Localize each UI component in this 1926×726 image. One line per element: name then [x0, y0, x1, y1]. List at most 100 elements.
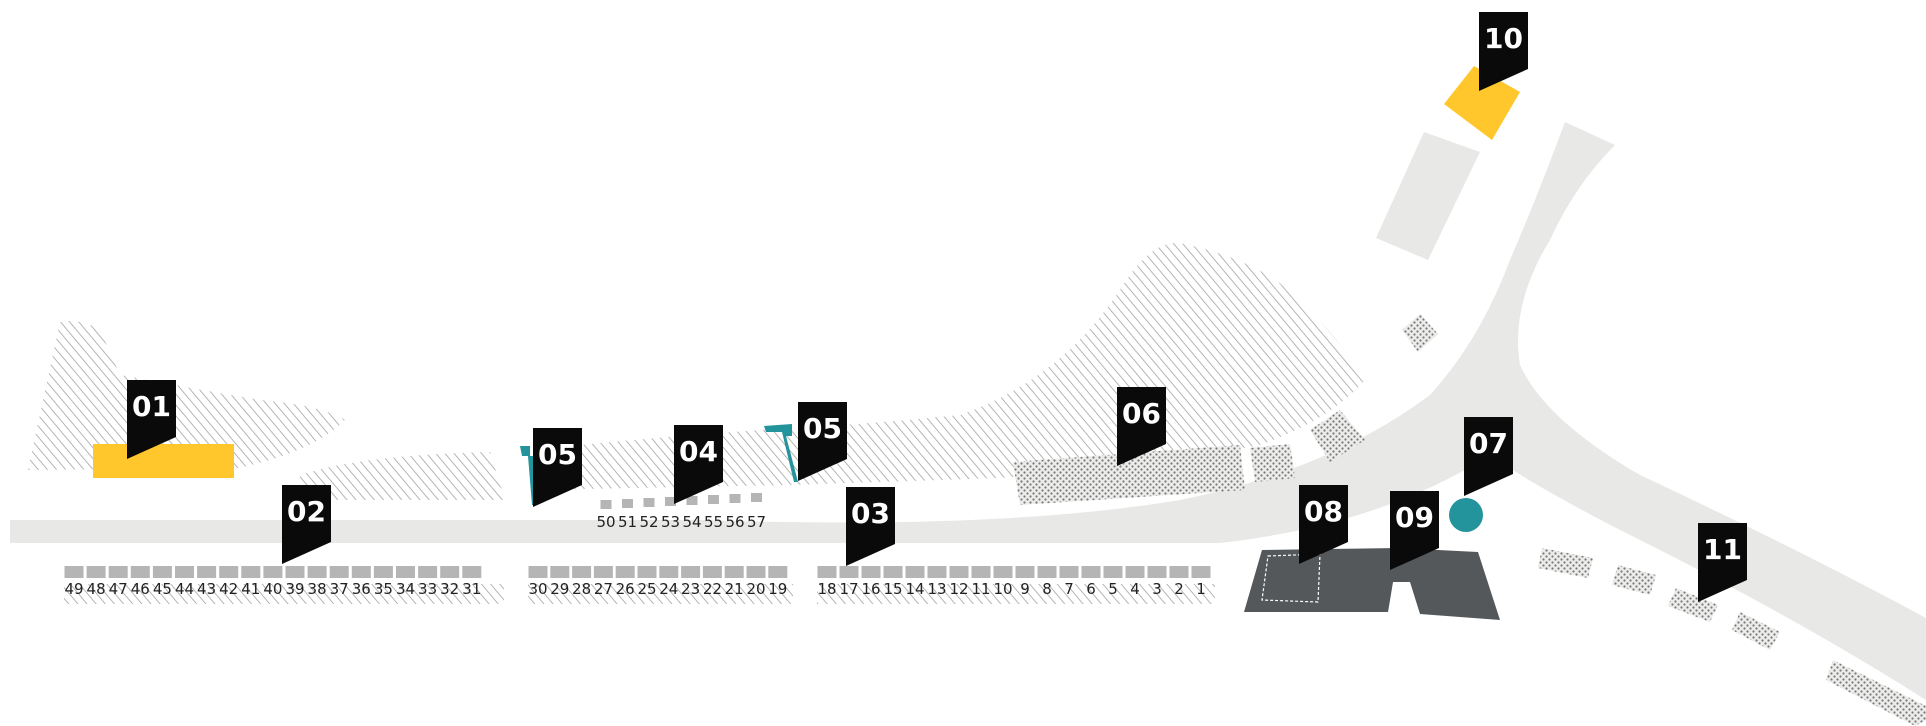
parking-slot-42	[219, 566, 239, 578]
parking-slot-34	[396, 566, 415, 578]
parking-slot-number: 13	[927, 580, 946, 598]
parking-slot-36	[351, 566, 371, 578]
parking-slot-number: 37	[330, 580, 349, 598]
parking-slot-number: 44	[175, 580, 194, 598]
parking-slot-14	[905, 566, 925, 578]
parking-slot-number: 35	[374, 580, 393, 598]
parking-slot-6	[1081, 566, 1101, 578]
parking-slot-number: 2	[1174, 580, 1184, 598]
yellow-zone-01	[93, 444, 234, 478]
marker-08[interactable]: 08	[1299, 485, 1348, 564]
parking-slot-number: 15	[883, 580, 902, 598]
marker-11[interactable]: 11	[1698, 523, 1747, 602]
hatched-area-west	[28, 321, 345, 470]
hatched-area-strip	[300, 452, 505, 500]
parking-slot-26	[615, 566, 635, 578]
dotted-area-f	[1668, 588, 1718, 622]
dotted-area-b	[1310, 410, 1365, 462]
parking-slot-number: 43	[197, 580, 216, 598]
marker-02[interactable]: 02	[282, 485, 331, 564]
teal-circle-07	[1449, 498, 1483, 532]
parking-slot-number: 48	[87, 580, 106, 598]
main-road	[10, 122, 1926, 700]
dotted-area-g	[1732, 612, 1780, 650]
parking-slot-17	[839, 566, 859, 578]
dotted-area-c	[1402, 314, 1438, 352]
marker-07[interactable]: 07	[1464, 417, 1513, 496]
marker-flag	[846, 487, 895, 566]
teal-post-left	[520, 446, 536, 505]
marker-number: 08	[1304, 495, 1343, 528]
parking-slot-19	[768, 566, 788, 578]
dotted-area-d	[1538, 548, 1593, 578]
parking-slot-30	[528, 566, 548, 578]
marker-05a[interactable]: 05	[533, 428, 582, 507]
parking-slot-number: 27	[594, 580, 613, 598]
parking-base-row2	[528, 584, 793, 604]
parking-slot-number: 36	[352, 580, 371, 598]
parking-slot-23	[681, 566, 701, 578]
marker-04[interactable]: 04	[674, 425, 723, 504]
teal-post-right	[764, 424, 798, 482]
parking-slot-number: 29	[550, 580, 569, 598]
parking-slot-41	[241, 566, 261, 578]
parking-slot-number: 30	[528, 580, 547, 598]
parking-slot-number: 21	[725, 580, 744, 598]
parking-slot-number: 16	[861, 580, 880, 598]
parking-slot-number: 56	[725, 513, 744, 531]
parking-slot-9	[1015, 566, 1035, 578]
parking-slot-number: 7	[1064, 580, 1074, 598]
marker-03[interactable]: 03	[846, 487, 895, 566]
marker-10[interactable]: 10	[1479, 12, 1528, 91]
parking-slot-number: 11	[971, 580, 990, 598]
parking-slot-32	[440, 566, 460, 578]
parking-slot-1	[1191, 566, 1211, 578]
marker-06[interactable]: 06	[1117, 387, 1166, 466]
dotted-areas	[1013, 314, 1926, 726]
marker-flag	[674, 425, 723, 504]
parking-slot-28	[572, 566, 592, 578]
parking-slot-number: 25	[637, 580, 656, 598]
parking-base-row3	[817, 584, 1215, 604]
parking-slot-12	[949, 566, 969, 578]
parking-slot-45	[152, 566, 172, 578]
parking-slot-number: 20	[746, 580, 765, 598]
parking-slot-37	[329, 566, 349, 578]
marker-05b[interactable]: 05	[798, 402, 847, 481]
marker-number: 09	[1395, 501, 1434, 534]
parking-slot-51	[622, 499, 633, 508]
marker-01[interactable]: 01	[127, 380, 176, 459]
marker-09[interactable]: 09	[1390, 491, 1439, 570]
marker-number: 05	[803, 412, 842, 445]
parking-slot-38	[307, 566, 327, 578]
parking-slot-number: 32	[440, 580, 459, 598]
parking-slot-35	[373, 566, 393, 578]
marker-flag	[533, 428, 582, 507]
building-08-outline	[1261, 553, 1321, 603]
parking-base-row1	[64, 584, 504, 604]
parking-slot-10	[993, 566, 1013, 578]
parking-slot-number: 47	[109, 580, 128, 598]
parking-slots: 49 48 47 46 45 44 43 42 41 40 39 38 37 36 35 34 33 32 31 30…	[64, 493, 1211, 598]
parking-slot-number: 39	[285, 580, 304, 598]
dotted-area-06	[1013, 445, 1245, 505]
parking-slot-number: 52	[639, 513, 658, 531]
parking-slot-2	[1169, 566, 1189, 578]
parking-slot-number: 24	[659, 580, 678, 598]
parking-slot-52	[643, 498, 655, 507]
parking-slot-number: 49	[64, 580, 83, 598]
parking-slot-53	[665, 497, 676, 506]
parking-slot-number: 57	[747, 513, 766, 531]
parking-slot-number: 41	[241, 580, 260, 598]
marker-number: 06	[1122, 397, 1161, 430]
parking-slot-43	[197, 566, 217, 578]
parking-slot-number: 45	[153, 580, 172, 598]
parking-slot-number: 51	[618, 513, 637, 531]
parking-slot-20	[746, 566, 766, 578]
parking-slot-number: 19	[768, 580, 787, 598]
parking-slot-49	[64, 566, 84, 578]
parking-slot-21	[724, 566, 744, 578]
parking-slot-number: 12	[949, 580, 968, 598]
parking-slot-number: 10	[993, 580, 1012, 598]
parking-slot-5	[1103, 566, 1123, 578]
